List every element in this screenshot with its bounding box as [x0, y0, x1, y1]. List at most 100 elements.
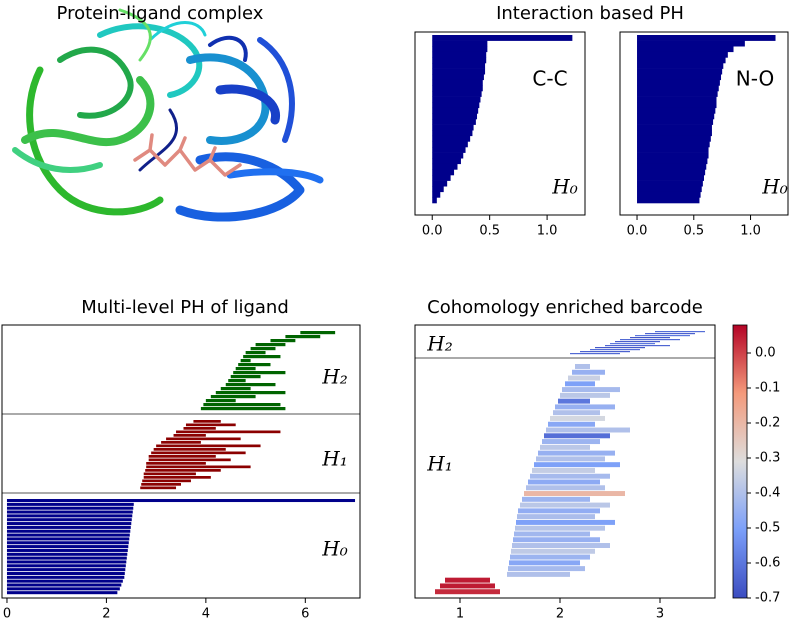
bar — [637, 180, 703, 187]
bar — [553, 410, 600, 416]
bar — [143, 476, 211, 479]
bar — [6, 514, 133, 518]
bar — [432, 113, 478, 120]
ribbon — [21, 76, 155, 147]
ribbon — [12, 147, 103, 173]
bar — [546, 427, 630, 433]
bar — [6, 533, 130, 537]
colorbar-tick-label: -0.3 — [755, 451, 780, 466]
bar — [534, 462, 620, 468]
bar — [550, 415, 605, 421]
bar — [432, 57, 487, 64]
bar — [6, 522, 132, 526]
protein-image — [12, 8, 324, 222]
section-label: H₀ — [321, 537, 347, 561]
bar — [432, 46, 488, 53]
bar — [510, 554, 590, 560]
ribbon — [208, 35, 248, 62]
bar — [240, 359, 251, 363]
bar — [568, 375, 600, 381]
bar — [575, 364, 590, 369]
dimension-label: H₀ — [761, 175, 787, 199]
bar — [532, 467, 595, 473]
bar — [520, 502, 610, 508]
x-tick-label: 0 — [3, 607, 11, 621]
bar — [432, 180, 448, 187]
bar — [6, 571, 125, 575]
bar — [185, 423, 236, 427]
ribbon — [257, 37, 295, 143]
bar — [595, 347, 645, 349]
colorbar-tick-label: -0.1 — [755, 381, 780, 396]
bar — [637, 46, 734, 53]
bar — [548, 421, 595, 427]
ligand — [133, 133, 242, 177]
bar — [645, 333, 695, 335]
colorbar — [732, 324, 748, 599]
bar — [151, 451, 246, 455]
colorbar-tick-label: 0.0 — [755, 346, 776, 361]
bar — [6, 541, 129, 545]
bar — [6, 591, 118, 595]
bar — [6, 537, 130, 541]
section-label: H₂ — [321, 365, 347, 389]
ribbon — [138, 108, 178, 172]
bar — [432, 191, 441, 198]
axes-frame — [414, 31, 586, 216]
colorbar-tick-label: -0.4 — [755, 486, 780, 501]
bar — [145, 469, 221, 472]
bar — [245, 351, 266, 355]
bar — [565, 381, 595, 387]
bar — [637, 40, 745, 47]
bar — [637, 147, 709, 153]
bar — [511, 548, 595, 554]
bar — [637, 175, 704, 181]
bar — [432, 119, 476, 125]
bar — [530, 473, 610, 479]
bar — [637, 191, 701, 198]
colorbar-tick-label: -0.5 — [755, 521, 780, 536]
bar — [6, 575, 125, 579]
x-tick-label: 1.0 — [537, 224, 558, 239]
bar — [146, 462, 206, 465]
bar — [637, 91, 718, 97]
section-label: H₁ — [321, 447, 347, 471]
bar — [6, 545, 129, 549]
bar — [590, 349, 640, 351]
bar — [432, 158, 461, 165]
bar — [432, 51, 487, 58]
bar — [637, 113, 715, 120]
dimension-label: H₀ — [551, 175, 577, 199]
bar — [142, 479, 191, 483]
ribbon — [215, 84, 280, 125]
bar — [215, 391, 286, 395]
ribbon — [148, 21, 207, 42]
x-tick-label: 0.5 — [479, 224, 500, 239]
section-label: H₁ — [426, 452, 452, 476]
bar — [637, 57, 726, 64]
bar — [432, 102, 480, 109]
bar — [432, 74, 484, 81]
bar — [432, 96, 481, 103]
bar — [637, 102, 717, 109]
bar — [432, 68, 486, 75]
bar — [148, 455, 216, 458]
x-tick-label: 0.0 — [422, 224, 443, 239]
bar — [440, 583, 495, 589]
bar — [637, 158, 708, 165]
axes-frame — [414, 324, 716, 599]
ribbon — [57, 46, 134, 119]
bar — [635, 335, 690, 337]
x-tick-label: 2 — [102, 607, 110, 621]
bar — [572, 369, 605, 375]
bar — [140, 486, 177, 490]
x-tick-label: 2 — [556, 607, 564, 621]
bar — [235, 367, 256, 371]
bar — [432, 197, 437, 204]
bar — [6, 583, 122, 587]
bar — [516, 519, 615, 525]
bar — [6, 525, 131, 529]
bar — [225, 383, 276, 387]
colorbar-tick-label: -0.2 — [755, 416, 780, 431]
